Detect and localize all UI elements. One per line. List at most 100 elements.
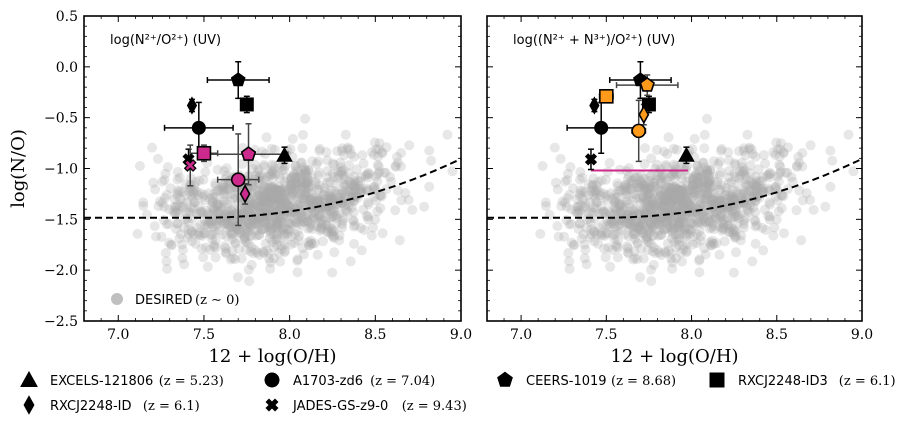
background-point bbox=[392, 157, 403, 168]
background-point bbox=[279, 230, 290, 241]
ticks-right: 7.0 7.5 8.0 8.5 9.0 bbox=[487, 15, 873, 343]
background-point bbox=[298, 194, 309, 204]
background-point bbox=[751, 220, 762, 231]
background-point bbox=[764, 167, 775, 178]
background-point bbox=[248, 214, 258, 225]
background-point bbox=[667, 226, 678, 237]
background-point bbox=[673, 217, 684, 228]
background-point bbox=[727, 212, 738, 223]
background-point bbox=[684, 200, 695, 211]
background-point bbox=[707, 238, 718, 249]
background-point bbox=[695, 172, 706, 183]
background-point bbox=[241, 237, 252, 248]
background-point bbox=[649, 180, 660, 191]
background-point bbox=[327, 203, 338, 214]
background-point bbox=[150, 184, 161, 195]
background-point bbox=[586, 224, 597, 235]
background-point bbox=[644, 210, 654, 221]
background-point bbox=[370, 214, 381, 225]
background-point bbox=[279, 164, 290, 175]
background-point bbox=[694, 267, 705, 278]
legend-name: JADES-GS-z9-0 bbox=[292, 399, 388, 414]
background-point bbox=[386, 176, 397, 187]
background-point bbox=[172, 218, 183, 229]
background-point bbox=[199, 190, 210, 200]
background-point bbox=[315, 216, 325, 227]
background-point bbox=[191, 222, 202, 233]
background-point bbox=[272, 219, 283, 230]
background-point bbox=[213, 185, 224, 196]
background-point bbox=[708, 198, 719, 209]
background-point bbox=[764, 172, 775, 183]
background-point bbox=[641, 184, 652, 194]
background-point bbox=[222, 183, 233, 194]
background-point bbox=[687, 239, 698, 250]
background-point bbox=[258, 190, 269, 201]
background-point bbox=[205, 244, 215, 255]
background-point bbox=[620, 186, 631, 196]
background-point bbox=[271, 185, 282, 196]
background-point bbox=[645, 204, 656, 215]
background-point bbox=[275, 203, 286, 214]
background-point bbox=[306, 198, 317, 209]
background-point bbox=[258, 247, 269, 258]
background-point bbox=[281, 172, 292, 183]
background-point bbox=[302, 178, 313, 189]
background-point bbox=[261, 132, 272, 143]
background-point bbox=[742, 205, 753, 216]
background-point bbox=[375, 203, 386, 214]
background-point bbox=[665, 182, 676, 193]
background-point bbox=[372, 206, 383, 217]
background-point bbox=[359, 224, 370, 235]
background-point bbox=[672, 213, 683, 224]
background-point bbox=[647, 199, 657, 210]
background-point bbox=[825, 181, 836, 192]
background-point bbox=[219, 196, 230, 206]
background-point bbox=[349, 178, 360, 188]
background-point bbox=[628, 221, 639, 232]
background-point bbox=[218, 180, 229, 191]
background-point bbox=[685, 200, 696, 211]
background-point bbox=[668, 194, 678, 205]
background-point bbox=[577, 172, 588, 183]
y-tick-label: 0.0 bbox=[56, 60, 78, 76]
background-point bbox=[196, 206, 207, 217]
background-point bbox=[715, 194, 726, 205]
background-point bbox=[300, 188, 311, 199]
background-point bbox=[280, 180, 291, 191]
background-point bbox=[259, 196, 270, 207]
background-point bbox=[649, 230, 660, 241]
background-point bbox=[672, 190, 683, 201]
background-point bbox=[377, 147, 388, 158]
background-point bbox=[174, 172, 185, 183]
background-point bbox=[675, 185, 686, 196]
background-point bbox=[222, 219, 233, 230]
background-point bbox=[690, 169, 701, 179]
background-point bbox=[186, 173, 196, 184]
background-point bbox=[697, 173, 708, 184]
background-point bbox=[243, 218, 254, 229]
background-point bbox=[715, 167, 726, 178]
background-point bbox=[287, 207, 298, 218]
background-point bbox=[614, 219, 625, 230]
background-point bbox=[293, 216, 304, 227]
background-point bbox=[700, 182, 711, 193]
background-point bbox=[302, 172, 313, 183]
background-point bbox=[328, 193, 339, 204]
background-point bbox=[669, 159, 679, 170]
background-point bbox=[573, 207, 584, 218]
background-point bbox=[325, 205, 335, 216]
background-point bbox=[292, 254, 303, 265]
background-point bbox=[690, 200, 701, 211]
background-point bbox=[747, 256, 758, 267]
background-point bbox=[286, 181, 296, 191]
background-point bbox=[616, 213, 627, 224]
background-point bbox=[271, 199, 282, 210]
background-point bbox=[612, 206, 622, 217]
background-point bbox=[702, 166, 713, 176]
background-point bbox=[657, 191, 668, 202]
background-point bbox=[651, 218, 662, 229]
background-point bbox=[634, 224, 645, 235]
background-point bbox=[629, 246, 640, 257]
